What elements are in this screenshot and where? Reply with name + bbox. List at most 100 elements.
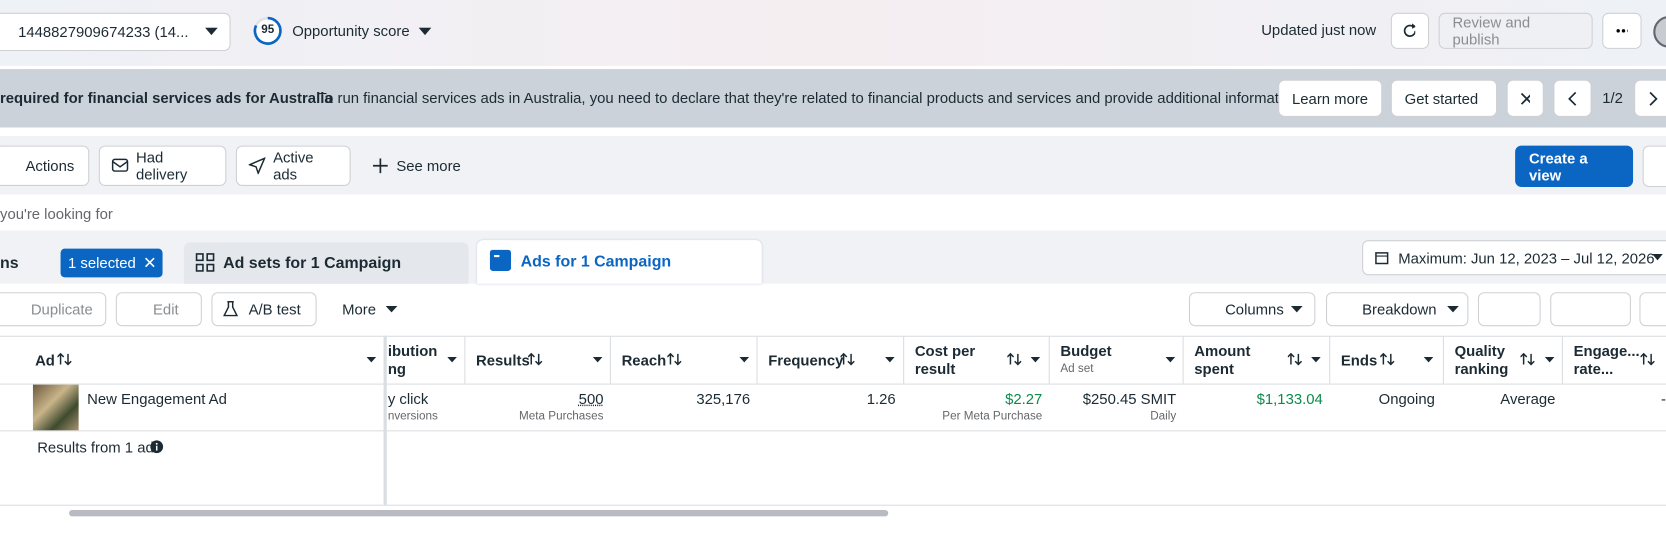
review-publish-button[interactable]: Review and publish (1438, 12, 1593, 49)
more-button[interactable] (1602, 12, 1642, 49)
cell: - (1661, 389, 1666, 407)
duplicate-button[interactable]: Duplicate (0, 292, 107, 327)
column-header: result (914, 360, 956, 378)
info-icon[interactable] (150, 440, 164, 454)
create-view-button[interactable]: Create a view (1515, 145, 1634, 187)
reports-button[interactable] (1477, 292, 1541, 327)
edit-button[interactable]: Edit (115, 292, 202, 327)
column-header: Results (476, 351, 530, 369)
icon (372, 158, 388, 174)
caret (1290, 306, 1303, 313)
column-header: Reach (621, 351, 667, 369)
pager: 1/2 (1602, 89, 1623, 107)
chart-button[interactable] (1639, 292, 1666, 327)
caret (592, 357, 603, 363)
updated-status: Updated just now (1261, 21, 1377, 39)
account-selector[interactable]: 1448827909674233 (14... (0, 12, 231, 51)
cell: Average (1500, 389, 1556, 407)
column-header: Ad (35, 351, 55, 369)
sort-icon (1287, 352, 1303, 366)
sort-icon (1520, 352, 1535, 366)
caret (1447, 306, 1459, 313)
table-border (0, 430, 1666, 432)
column-header: Engage... (1573, 342, 1640, 360)
breakdown-button[interactable]: Breakdown (1326, 292, 1469, 327)
caret (1423, 357, 1434, 363)
notice-banner (0, 69, 1666, 128)
score: 95 (261, 23, 275, 37)
cell-sub: Meta Purchases (519, 410, 604, 423)
filter-pill[interactable]: Had delivery (98, 145, 227, 186)
cell: $1,133.04 (1256, 389, 1323, 407)
caret (366, 357, 377, 363)
next-button[interactable] (1634, 79, 1666, 117)
selected-count: 1 selected (68, 253, 136, 271)
cell: New Engagement Ad (87, 389, 227, 407)
learn-more-button[interactable]: Learn more (1278, 79, 1383, 117)
column-header: Budget (1060, 342, 1112, 360)
column-header: Quality (1454, 342, 1505, 360)
sort-icon (1007, 352, 1022, 366)
banner-text: To run financial services ads in Austral… (317, 89, 1292, 107)
caret (385, 306, 398, 313)
filter-pill[interactable]: Actions (0, 145, 90, 186)
caret (885, 357, 895, 363)
tab-label: Ads for 1 Campaign (520, 252, 672, 271)
more-menu[interactable]: More (342, 300, 377, 318)
ab-test-button[interactable]: A/B test (211, 292, 317, 327)
sort-icon (840, 352, 855, 366)
date-picker[interactable]: Maximum: Jun 12, 2023 – Jul 12, 2026 (1362, 240, 1666, 276)
cell: Ongoing (1378, 389, 1435, 407)
selection-chip[interactable]: 1 selected (60, 248, 163, 278)
column-divider (1442, 335, 1444, 384)
column-divider (1048, 335, 1050, 384)
icon (223, 301, 238, 317)
cell-sub: Daily (1150, 410, 1177, 423)
score-ring (253, 16, 282, 45)
icon (248, 157, 266, 175)
cell: $2.27 (1005, 389, 1043, 407)
column-divider (1182, 335, 1184, 384)
column-subheader: Ad set (1060, 362, 1094, 376)
caret (739, 357, 750, 363)
prev-button[interactable] (1553, 79, 1592, 117)
caret (1030, 357, 1041, 363)
tab-ads[interactable] (477, 240, 762, 284)
column-divider (903, 335, 905, 384)
pinned-divider (383, 335, 387, 505)
avatar[interactable] (1652, 15, 1666, 49)
column-header: Frequency (768, 351, 844, 369)
tab-ad-sets[interactable] (183, 242, 469, 284)
cell: $250.45 SMIT (1082, 389, 1177, 407)
refresh-button[interactable] (1390, 12, 1430, 49)
see-more[interactable]: See more (396, 157, 461, 175)
cell-sub: nversions (387, 410, 438, 423)
caret (205, 27, 218, 36)
settings-button[interactable] (1642, 145, 1666, 187)
account: 1448827909674233 (14... (18, 23, 189, 41)
table-border (0, 335, 1666, 337)
caret (1165, 357, 1176, 363)
icon (111, 158, 129, 172)
cell: 1.26 (866, 389, 896, 407)
scrollbar[interactable] (69, 510, 889, 517)
sort-icon (667, 352, 682, 366)
caret (447, 357, 457, 363)
sort-icon (528, 352, 543, 366)
column-header: Amount (1194, 342, 1251, 360)
cell: 325,176 (696, 389, 751, 407)
column-divider (1329, 335, 1331, 384)
icon (195, 253, 215, 272)
score-label[interactable]: Opportunity score (292, 22, 410, 40)
cell: 500 (578, 389, 604, 407)
close-button[interactable] (1506, 79, 1544, 117)
search-input[interactable]: you're looking for (0, 205, 113, 223)
tab-campaigns[interactable]: ns (0, 253, 19, 272)
column-divider (464, 335, 466, 384)
get-started-button[interactable]: Get started (1390, 79, 1498, 117)
table-border (0, 383, 1666, 385)
export-button[interactable] (1550, 292, 1631, 327)
cell: y click (387, 389, 429, 407)
caret (1544, 357, 1555, 363)
